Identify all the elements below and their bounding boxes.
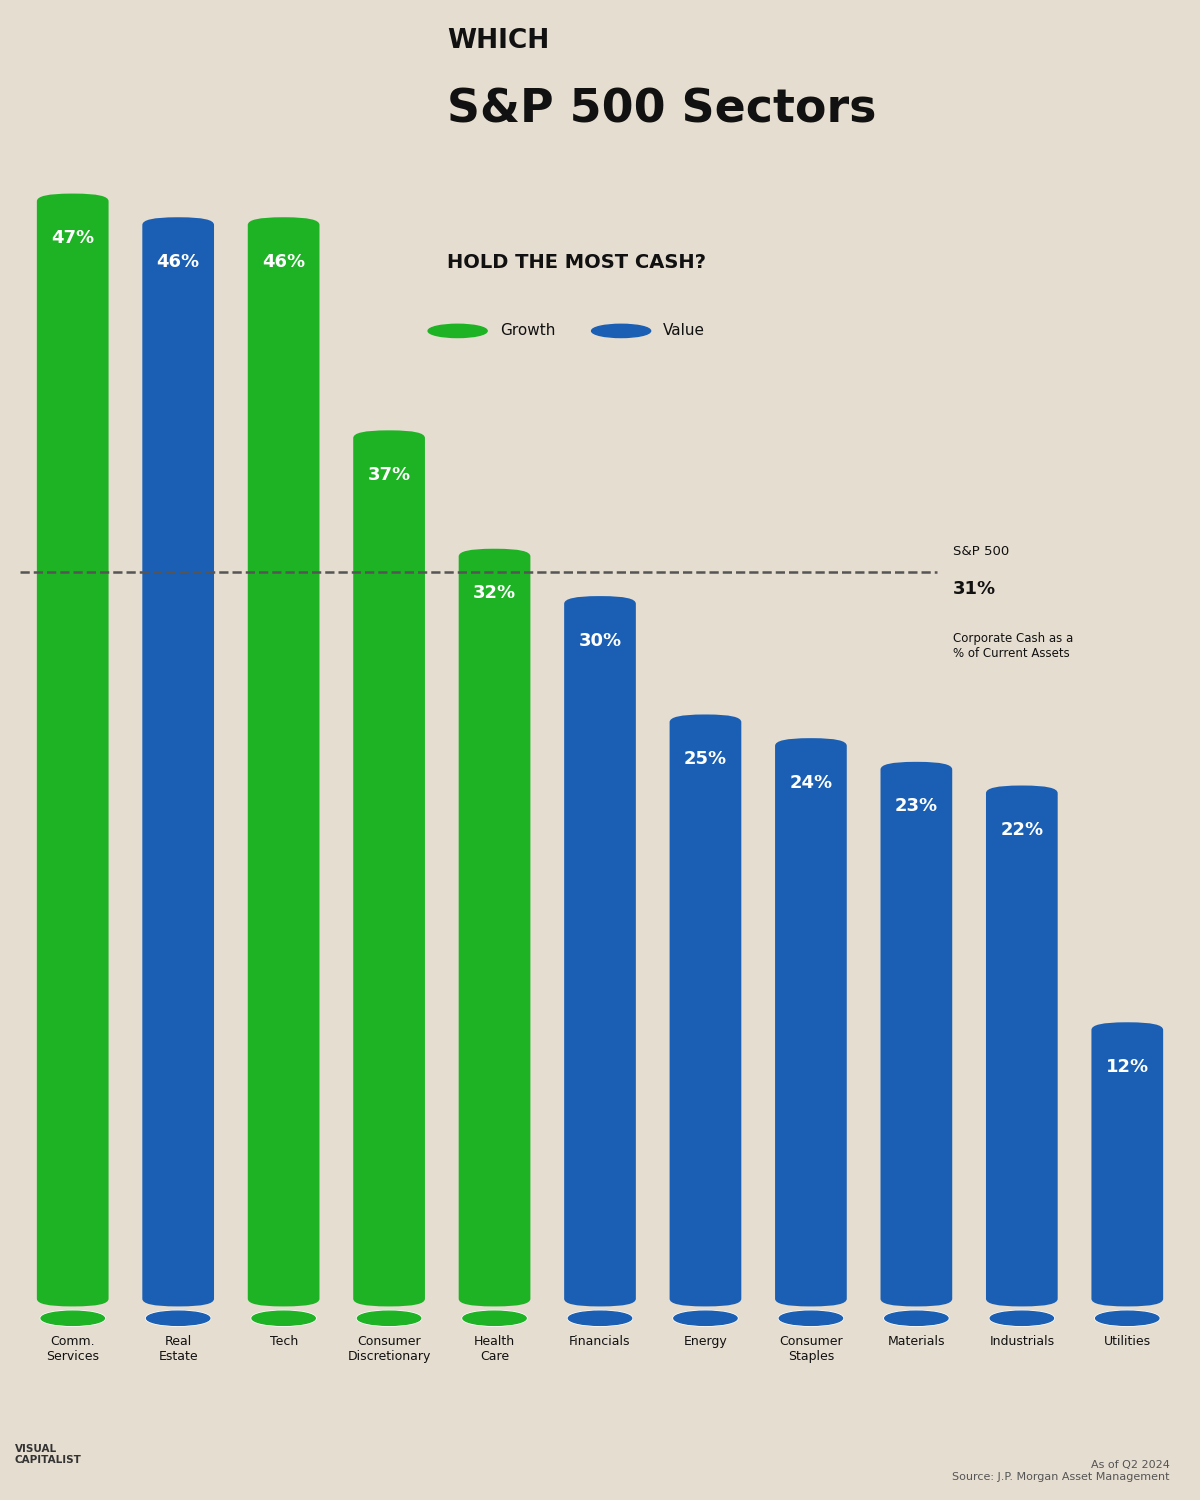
Text: 22%: 22%	[1001, 821, 1043, 839]
Circle shape	[779, 1311, 842, 1326]
FancyBboxPatch shape	[986, 786, 1057, 1306]
Circle shape	[674, 1311, 737, 1326]
FancyBboxPatch shape	[143, 217, 214, 1306]
Text: Utilities: Utilities	[1104, 1335, 1151, 1348]
Text: 37%: 37%	[367, 466, 410, 484]
Text: Health
Care: Health Care	[474, 1335, 515, 1364]
Text: Corporate Cash as a
% of Current Assets: Corporate Cash as a % of Current Assets	[953, 632, 1074, 660]
Text: Materials: Materials	[888, 1335, 946, 1348]
Circle shape	[569, 1311, 631, 1326]
Text: Energy: Energy	[684, 1335, 727, 1348]
Text: Value: Value	[664, 324, 706, 339]
Text: HOLD THE MOST CASH?: HOLD THE MOST CASH?	[448, 254, 706, 272]
FancyBboxPatch shape	[458, 549, 530, 1306]
FancyBboxPatch shape	[37, 194, 108, 1306]
Text: Consumer
Discretionary: Consumer Discretionary	[347, 1335, 431, 1364]
Text: VISUAL
CAPITALIST: VISUAL CAPITALIST	[14, 1443, 82, 1466]
Text: Growth: Growth	[500, 324, 556, 339]
Text: 31%: 31%	[953, 579, 996, 597]
Circle shape	[428, 324, 487, 338]
Circle shape	[592, 324, 650, 338]
Circle shape	[146, 1311, 210, 1326]
Text: 25%: 25%	[684, 750, 727, 768]
Text: WHICH: WHICH	[448, 28, 550, 54]
Text: Tech: Tech	[270, 1335, 298, 1348]
Text: 46%: 46%	[157, 254, 199, 272]
Circle shape	[990, 1311, 1054, 1326]
Text: Consumer
Staples: Consumer Staples	[779, 1335, 842, 1364]
Text: Real
Estate: Real Estate	[158, 1335, 198, 1364]
Text: 12%: 12%	[1105, 1058, 1148, 1076]
FancyBboxPatch shape	[564, 596, 636, 1306]
Text: Comm.
Services: Comm. Services	[47, 1335, 100, 1364]
FancyBboxPatch shape	[1092, 1023, 1163, 1306]
Circle shape	[358, 1311, 421, 1326]
Text: 24%: 24%	[790, 774, 833, 792]
Circle shape	[884, 1311, 948, 1326]
Text: S&P 500 Sectors: S&P 500 Sectors	[448, 87, 876, 132]
Circle shape	[252, 1311, 316, 1326]
Text: S&P 500: S&P 500	[953, 544, 1009, 558]
FancyBboxPatch shape	[775, 738, 847, 1306]
Text: 30%: 30%	[578, 632, 622, 650]
FancyBboxPatch shape	[247, 217, 319, 1306]
FancyBboxPatch shape	[353, 430, 425, 1306]
Text: 23%: 23%	[895, 798, 938, 816]
Circle shape	[1096, 1311, 1159, 1326]
Text: Financials: Financials	[569, 1335, 631, 1348]
Text: 46%: 46%	[262, 254, 305, 272]
Text: 47%: 47%	[52, 230, 95, 248]
Circle shape	[463, 1311, 526, 1326]
Text: Industrials: Industrials	[989, 1335, 1055, 1348]
FancyBboxPatch shape	[881, 762, 953, 1306]
Text: 32%: 32%	[473, 585, 516, 603]
FancyBboxPatch shape	[670, 714, 742, 1306]
Text: As of Q2 2024
Source: J.P. Morgan Asset Management: As of Q2 2024 Source: J.P. Morgan Asset …	[952, 1461, 1170, 1482]
Circle shape	[41, 1311, 104, 1326]
